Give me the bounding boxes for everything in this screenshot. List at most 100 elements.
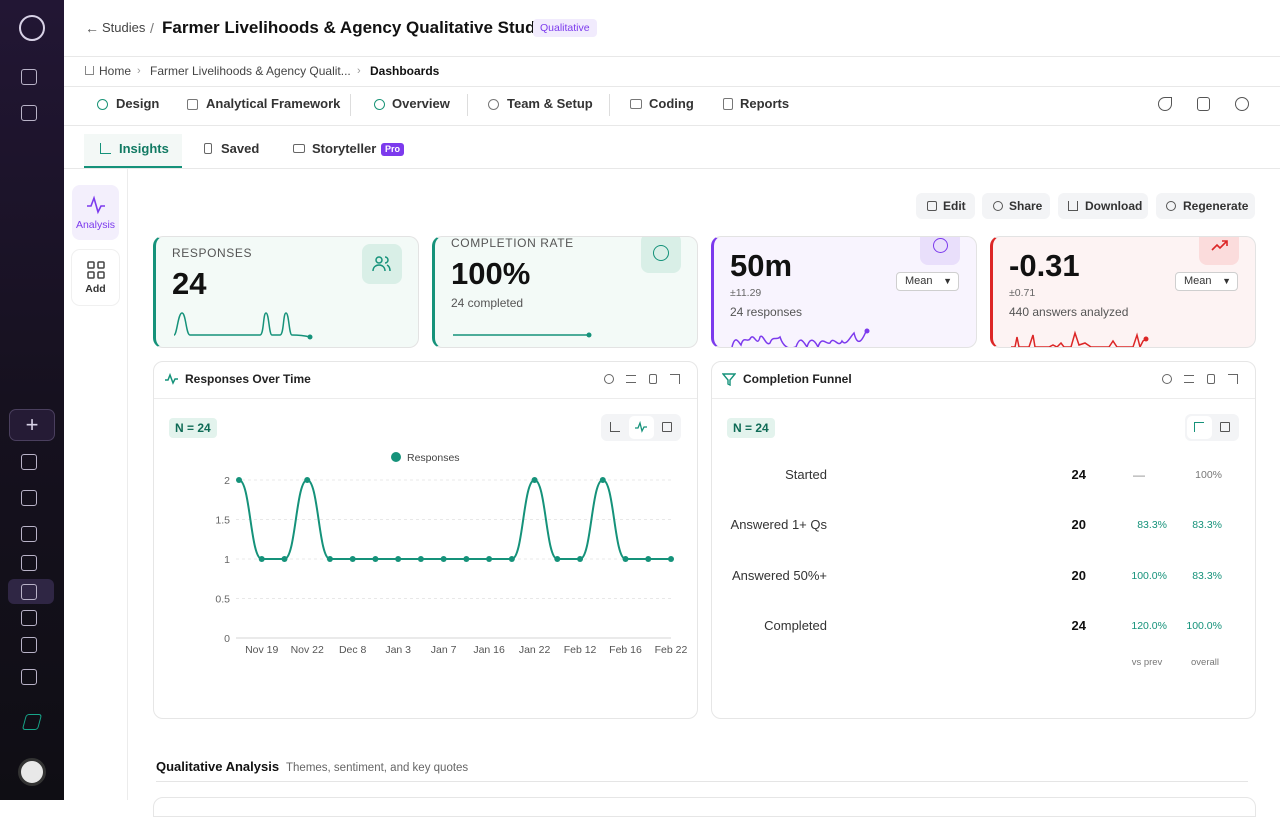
- tool-icon: [87, 195, 105, 215]
- action-icon: [1166, 201, 1176, 211]
- data-point: [440, 556, 447, 562]
- nav-icon[interactable]: [21, 490, 37, 506]
- tool-active[interactable]: [72, 185, 119, 240]
- card-icon: [722, 373, 736, 386]
- nav-icon[interactable]: [21, 526, 37, 542]
- tab[interactable]: Storyteller: [312, 141, 377, 156]
- action-label[interactable]: Download: [1085, 199, 1143, 213]
- send-icon[interactable]: [1158, 97, 1172, 111]
- y-tick-label: 1: [224, 554, 230, 566]
- action-button[interactable]: Regenerate: [1156, 193, 1255, 219]
- nav-item[interactable]: Reports: [740, 96, 790, 111]
- kpi-icon-glyph: [372, 256, 391, 272]
- data-point: [304, 477, 311, 483]
- x-tick-label: Feb 12: [564, 644, 597, 656]
- section-divider: [156, 781, 1248, 782]
- data-point: [554, 556, 561, 562]
- back-arrow[interactable]: ←: [85, 20, 99, 36]
- tab[interactable]: Insights: [119, 141, 169, 156]
- tab[interactable]: Saved: [221, 141, 260, 156]
- funnel-card: [711, 361, 1256, 719]
- card-divider: [154, 398, 697, 399]
- nav-icon: [187, 99, 198, 110]
- nav-item[interactable]: Design: [116, 96, 160, 111]
- nav-icon[interactable]: [21, 584, 37, 600]
- stage-overall: 100%: [1195, 469, 1222, 481]
- pin-icon[interactable]: [1207, 374, 1215, 384]
- stage-count: 20: [1071, 568, 1086, 583]
- bolt-icon[interactable]: [21, 714, 43, 730]
- settings-icon[interactable]: [1235, 97, 1249, 111]
- kpi-icon-glyph: [1211, 240, 1228, 251]
- section-title: Qualitative Analysis: [156, 759, 280, 774]
- action-label[interactable]: Share: [1009, 199, 1043, 213]
- breadcrumb-item[interactable]: Farmer Livelihoods & Agency Qualit...: [150, 64, 351, 78]
- action-button[interactable]: Edit: [916, 193, 975, 219]
- action-button[interactable]: Download: [1058, 193, 1148, 219]
- nav-item[interactable]: Coding: [649, 96, 694, 111]
- data-point: [372, 556, 379, 562]
- tool-label[interactable]: Add: [85, 283, 106, 295]
- menu-icon[interactable]: [626, 375, 636, 383]
- table-view-icon[interactable]: [1220, 422, 1230, 432]
- plug-icon[interactable]: [1197, 97, 1210, 111]
- nav-icon: [97, 99, 108, 110]
- nav-icon: [630, 99, 642, 109]
- nav-icon[interactable]: [21, 555, 37, 571]
- avatar[interactable]: [18, 758, 46, 786]
- tool[interactable]: [72, 250, 119, 305]
- select-caret: ▼: [943, 276, 952, 286]
- nav-icon[interactable]: [21, 610, 37, 626]
- data-point: [463, 556, 470, 562]
- expand-icon[interactable]: [670, 374, 680, 384]
- logo[interactable]: [19, 15, 45, 41]
- sparkline: [173, 312, 313, 340]
- x-tick-label: Dec 8: [339, 644, 367, 656]
- action-label[interactable]: Edit: [943, 199, 966, 213]
- nav-icon[interactable]: [21, 637, 37, 653]
- menu-icon[interactable]: [1184, 375, 1194, 383]
- funnel-view-icon[interactable]: [1194, 422, 1204, 432]
- expand-icon[interactable]: [1228, 374, 1238, 384]
- info-icon[interactable]: [604, 374, 614, 384]
- nav-item[interactable]: Overview: [392, 96, 450, 111]
- view-toggle-active[interactable]: [1187, 416, 1212, 439]
- info-icon[interactable]: [1162, 374, 1172, 384]
- study-title: Farmer Livelihoods & Agency Qualitative …: [162, 18, 545, 37]
- breadcrumb-item[interactable]: Home: [99, 64, 132, 78]
- nav-item[interactable]: Analytical Framework: [206, 96, 341, 111]
- x-tick-label: Nov 22: [291, 644, 324, 656]
- kpi-note: 24 responses: [730, 305, 803, 319]
- kpi-label: RESPONSES: [172, 246, 253, 260]
- aggregate-select[interactable]: Mean ▼: [896, 272, 959, 291]
- line-view-icon[interactable]: [635, 421, 647, 433]
- kpi-icon: [1199, 237, 1239, 265]
- nav-icon[interactable]: [21, 454, 37, 470]
- kpi-icon-glyph: [933, 238, 948, 253]
- stage-overall: 83.3%: [1192, 519, 1222, 531]
- tool-label[interactable]: Analysis: [75, 219, 116, 231]
- nav-icon[interactable]: [21, 669, 37, 685]
- nav-item[interactable]: Team & Setup: [507, 96, 593, 111]
- nav-icon: [723, 98, 733, 110]
- kpi-note: 24 completed: [451, 296, 524, 310]
- kpi-icon: [362, 244, 402, 284]
- pin-icon[interactable]: [649, 374, 657, 384]
- nav-icon[interactable]: [21, 69, 37, 85]
- tool-icon: [87, 261, 105, 279]
- select-value[interactable]: Mean: [1184, 275, 1212, 287]
- action-icon: [993, 201, 1003, 211]
- nav-icon[interactable]: [21, 105, 37, 121]
- action-label[interactable]: Regenerate: [1183, 199, 1249, 213]
- header: [64, 0, 1280, 57]
- data-point: [599, 477, 606, 483]
- bar-view-icon[interactable]: [610, 422, 620, 432]
- aggregate-select[interactable]: Mean ▼: [1175, 272, 1238, 291]
- nav-divider: [350, 94, 351, 116]
- breadcrumb-bar: [64, 57, 1280, 87]
- back-link[interactable]: Studies: [102, 20, 146, 35]
- stage-vs-prev: —: [1133, 468, 1145, 482]
- select-value[interactable]: Mean: [905, 275, 933, 287]
- add-button[interactable]: +: [9, 409, 55, 441]
- table-view-icon[interactable]: [662, 422, 672, 432]
